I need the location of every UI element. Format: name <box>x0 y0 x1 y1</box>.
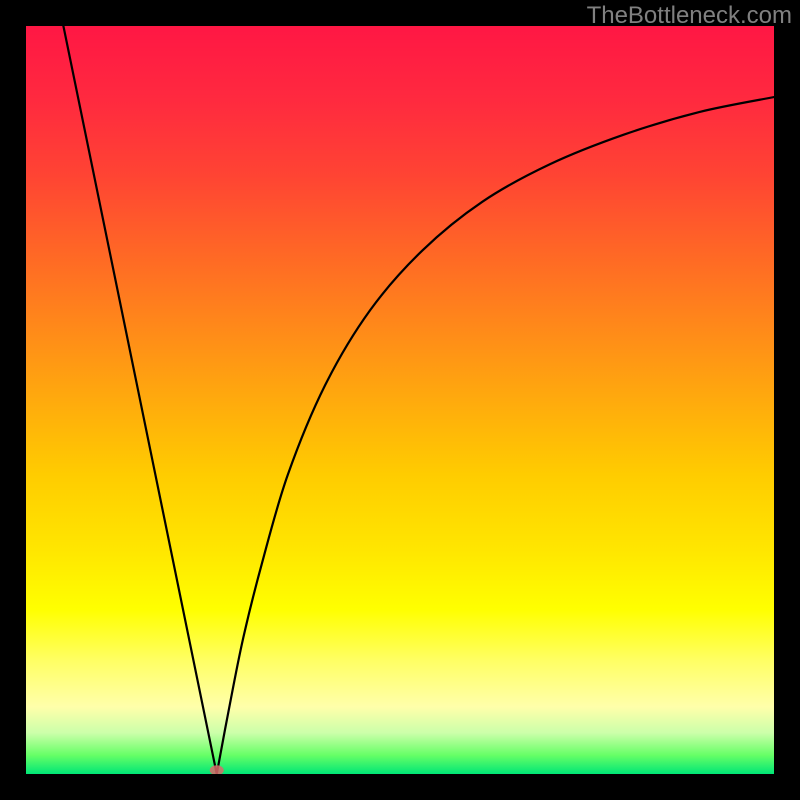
bottleneck-chart <box>26 26 774 774</box>
gradient-background <box>26 26 774 774</box>
plot-area <box>26 26 774 774</box>
watermark-text: TheBottleneck.com <box>587 2 792 30</box>
